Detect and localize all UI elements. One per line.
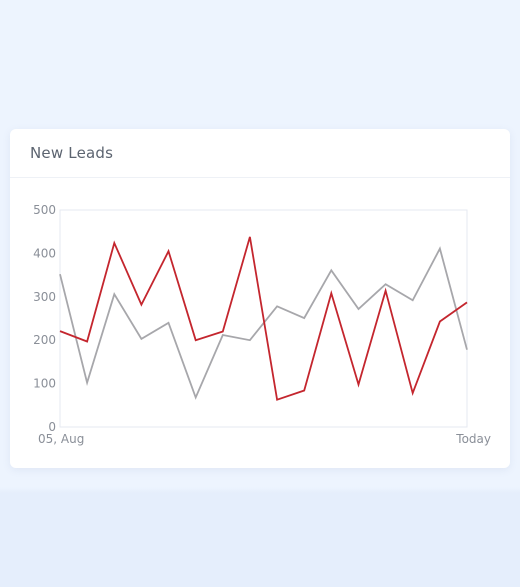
plot-frame: [59, 209, 468, 428]
x-tick-label: Today: [455, 432, 491, 446]
x-tick-label: 05, Aug: [38, 432, 84, 446]
y-tick-label: 300: [33, 290, 56, 304]
card-title: New Leads: [30, 144, 114, 162]
series-line-1: [59, 236, 468, 401]
y-tick-label: 200: [33, 333, 56, 347]
y-tick-label: 500: [33, 203, 56, 217]
line-chart: 0 100 200 300 400 500 05, Aug Today: [10, 178, 510, 468]
y-tick-label: 0: [48, 420, 56, 434]
y-tick-label: 400: [33, 246, 56, 260]
line-chart-svg: 0 100 200 300 400 500 05, Aug Today: [33, 203, 491, 446]
card-header: New Leads: [10, 129, 510, 178]
y-tick-label: 100: [33, 377, 56, 391]
new-leads-card: New Leads 0 100 200 300 400 500 05, Aug Today: [10, 129, 510, 468]
